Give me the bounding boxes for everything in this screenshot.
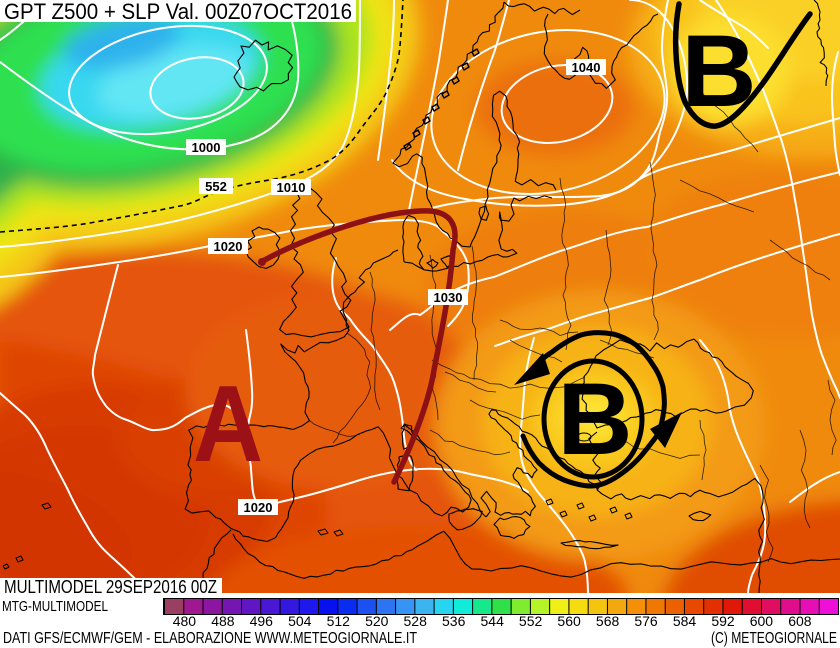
svg-text:1020: 1020 xyxy=(244,500,273,515)
svg-text:560: 560 xyxy=(557,613,581,629)
svg-text:A: A xyxy=(193,363,263,484)
svg-text:GPT Z500 + SLP Val. 00Z07OCT20: GPT Z500 + SLP Val. 00Z07OCT2016 xyxy=(4,0,352,24)
svg-text:1030: 1030 xyxy=(434,290,463,305)
svg-text:544: 544 xyxy=(481,613,505,629)
svg-text:(C) METEOGIORNALE: (C) METEOGIORNALE xyxy=(711,630,837,647)
svg-text:MULTIMODEL 29SEP2016 00Z: MULTIMODEL 29SEP2016 00Z xyxy=(4,577,217,597)
svg-text:B: B xyxy=(557,362,632,476)
svg-text:MTG-MULTIMODEL: MTG-MULTIMODEL xyxy=(2,598,108,615)
svg-text:576: 576 xyxy=(634,613,658,629)
svg-text:1020: 1020 xyxy=(214,239,243,254)
svg-text:496: 496 xyxy=(250,613,274,629)
svg-text:592: 592 xyxy=(711,613,735,629)
svg-text:480: 480 xyxy=(173,613,197,629)
svg-text:488: 488 xyxy=(211,613,235,629)
svg-text:552: 552 xyxy=(519,613,543,629)
svg-text:1040: 1040 xyxy=(572,60,601,75)
svg-text:504: 504 xyxy=(288,613,312,629)
svg-text:536: 536 xyxy=(442,613,466,629)
svg-text:1010: 1010 xyxy=(277,180,306,195)
svg-text:600: 600 xyxy=(750,613,774,629)
svg-text:520: 520 xyxy=(365,613,389,629)
svg-text:552: 552 xyxy=(205,179,227,194)
svg-text:568: 568 xyxy=(596,613,620,629)
svg-text:512: 512 xyxy=(327,613,351,629)
svg-text:1000: 1000 xyxy=(192,140,221,155)
svg-text:584: 584 xyxy=(673,613,697,629)
svg-text:DATI GFS/ECMWF/GEM - ELABORAZI: DATI GFS/ECMWF/GEM - ELABORAZIONE WWW.ME… xyxy=(3,630,417,647)
svg-text:608: 608 xyxy=(788,613,812,629)
svg-text:528: 528 xyxy=(404,613,428,629)
